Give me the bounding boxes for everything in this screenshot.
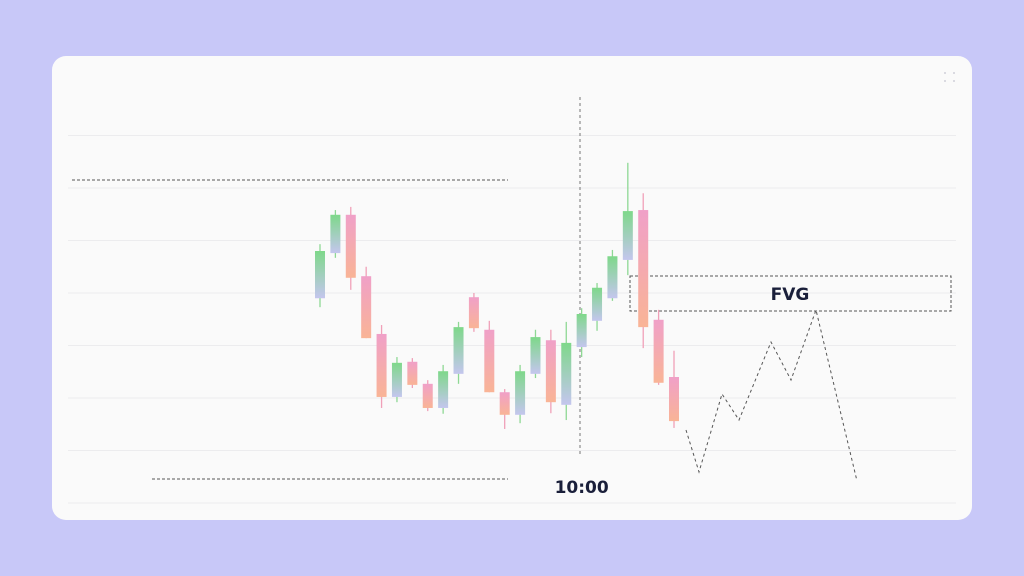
candle-body	[653, 319, 664, 383]
candle-body	[576, 314, 587, 348]
candle-body	[622, 211, 633, 260]
candle-body	[315, 251, 325, 299]
card	[52, 56, 972, 520]
candle-body	[407, 361, 418, 385]
candle-body	[422, 383, 433, 408]
candle-body	[607, 256, 618, 299]
candle-body	[669, 377, 679, 422]
candle-body	[468, 297, 479, 329]
candle-body	[438, 371, 449, 408]
candle-body	[561, 342, 572, 405]
candle-body	[638, 210, 649, 328]
candle-body	[515, 371, 526, 415]
candle-body	[391, 362, 402, 397]
candle-body	[545, 340, 556, 403]
candle-body	[484, 329, 495, 393]
candle-body	[361, 276, 372, 339]
projection-path	[685, 308, 858, 482]
candle-body	[345, 214, 356, 278]
fvg-label: FVG	[771, 285, 810, 305]
candle-body	[530, 337, 541, 374]
candle-body	[499, 392, 510, 415]
x-tick-label: 10:00	[555, 478, 609, 498]
corner-dots	[944, 72, 955, 82]
candle-body	[330, 214, 341, 254]
candle-body	[453, 327, 464, 374]
candle-body	[592, 287, 603, 321]
fvg-box	[629, 275, 952, 312]
candle-body	[376, 333, 387, 397]
